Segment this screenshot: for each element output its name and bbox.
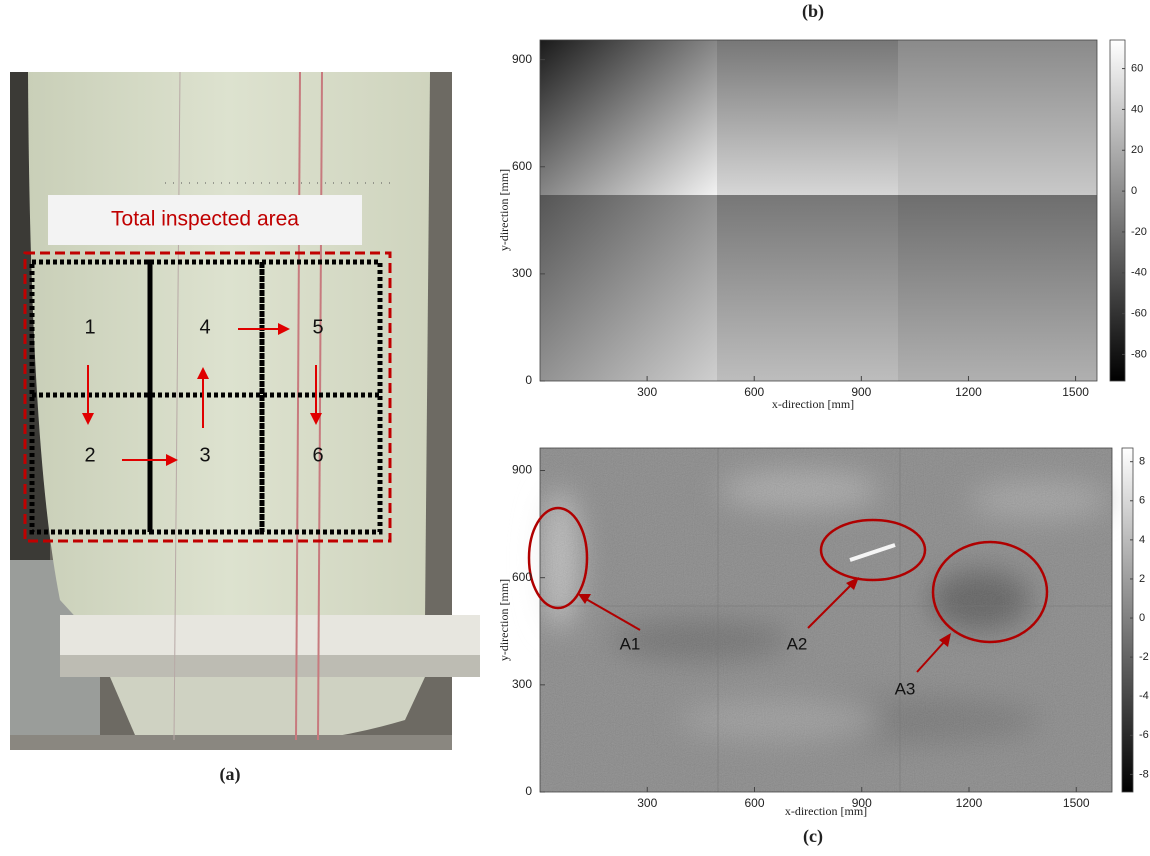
colorbar-tick-label: 40 [1131,103,1143,115]
x-tick-label: 1500 [1063,796,1090,810]
region-label: 6 [312,444,323,466]
plot-frame [539,39,1098,382]
panel-label: (c) [803,826,823,847]
x-tick-label: 1200 [955,385,982,399]
x-tick-label: 900 [851,385,871,399]
colorbar-tick-label: -20 [1131,226,1147,238]
heatmap [540,40,1097,381]
plot-frame [539,447,1113,793]
y-tick-label: 300 [512,266,532,280]
heatmap [540,448,1112,792]
y-axis-label: y-direction [mm] [497,579,511,661]
region-label: 3 [199,444,210,466]
annotation: A3 [895,679,916,698]
x-tick-label: 900 [852,796,872,810]
colorbar [1121,447,1134,793]
colorbar-tick-label: 0 [1131,185,1137,197]
region-label: 5 [312,316,323,338]
colorbar-tick-label: 0 [1139,612,1145,624]
colorbar-tick-label: 6 [1139,495,1145,507]
region-label: 1 [84,316,95,338]
colorbar [1109,39,1126,382]
region-label: 4 [199,316,210,338]
y-tick-label: 0 [525,784,532,798]
y-tick-label: 300 [512,677,532,691]
colorbar-tick-label: 20 [1131,144,1143,156]
colorbar-tick-label: 8 [1139,456,1145,468]
annotation: A1 [620,634,641,653]
label-box [48,195,362,245]
panel-label: (b) [802,1,824,22]
x-axis-label: x-direction [mm] [785,804,867,818]
x-axis-label: x-direction [mm] [772,397,854,411]
colorbar-tick-label: -2 [1139,651,1149,663]
y-axis-label: y-direction [mm] [497,169,511,251]
pointer [578,577,951,673]
y-tick-label: 600 [512,159,532,173]
colorbar-tick-label: 60 [1131,62,1143,74]
y-tick-label: 600 [512,570,532,584]
x-tick-label: 300 [637,796,657,810]
colorbar-tick-label: 2 [1139,573,1145,585]
colorbar-tick-label: -6 [1139,729,1149,741]
y-tick-label: 900 [512,52,532,66]
region-grid [29,259,383,535]
colorbar-tick-label: 4 [1139,534,1145,546]
colorbar-tick-label: -80 [1131,348,1147,360]
x-tick-label: 1200 [956,796,983,810]
photo-title: Total inspected area [111,208,299,231]
colorbar-tick-label: -60 [1131,308,1147,320]
x-tick-label: 1500 [1062,385,1089,399]
highlight [527,506,1049,644]
annotation: A2 [787,634,808,653]
colorbar-tick-label: -8 [1139,768,1149,780]
x-tick-label: 600 [744,385,764,399]
inspected-area [23,251,392,543]
colorbar-tick-label: -40 [1131,267,1147,279]
x-tick-label: 300 [637,385,657,399]
panel-label: (a) [220,764,241,785]
region-label: 2 [84,444,95,466]
y-tick-label: 0 [525,373,532,387]
scan-path [82,323,322,466]
x-tick-label: 600 [744,796,764,810]
photo [10,71,480,750]
colorbar-tick-label: -4 [1139,690,1149,702]
y-tick-label: 900 [512,463,532,477]
